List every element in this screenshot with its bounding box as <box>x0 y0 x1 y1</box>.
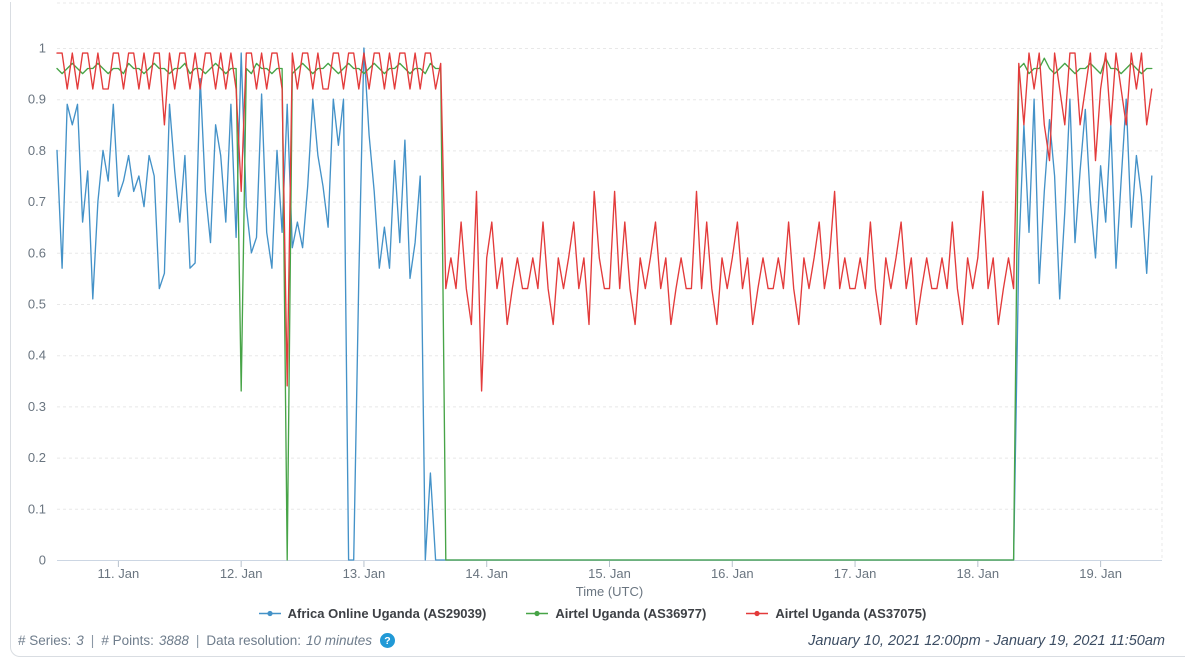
chart-legend: Africa Online Uganda (AS29039) Airtel Ug… <box>0 606 1185 621</box>
svg-text:12. Jan: 12. Jan <box>220 566 263 581</box>
svg-text:14. Jan: 14. Jan <box>465 566 508 581</box>
svg-text:18. Jan: 18. Jan <box>957 566 1000 581</box>
svg-text:16. Jan: 16. Jan <box>711 566 754 581</box>
resolution-label: Data resolution: <box>206 633 301 648</box>
svg-text:13. Jan: 13. Jan <box>343 566 386 581</box>
green-line-marker-icon <box>526 610 549 617</box>
separator: | <box>90 633 95 648</box>
resolution-value: 10 minutes <box>305 633 373 648</box>
date-range-label: January 10, 2021 12:00pm - January 19, 2… <box>808 633 1165 649</box>
svg-text:19. Jan: 19. Jan <box>1079 566 1122 581</box>
svg-text:0.5: 0.5 <box>28 297 46 312</box>
svg-text:0.9: 0.9 <box>28 92 46 107</box>
svg-text:0.8: 0.8 <box>28 143 46 158</box>
connectivity-timeseries-plot[interactable]: 11. Jan 12. Jan 13. Jan 14. Jan 15. Jan 16. J… <box>0 0 1185 600</box>
legend-item-as36977[interactable]: Airtel Uganda (AS36977) <box>526 606 706 621</box>
svg-text:0.6: 0.6 <box>28 245 46 260</box>
svg-text:11. Jan: 11. Jan <box>98 566 140 581</box>
red-line-marker-icon <box>746 610 769 617</box>
svg-text:0.4: 0.4 <box>28 348 46 363</box>
svg-text:Time (UTC): Time (UTC) <box>576 584 643 599</box>
legend-label: Airtel Uganda (AS36977) <box>555 606 707 621</box>
points-count-value: 3888 <box>158 633 189 648</box>
series-count-value: 3 <box>76 633 84 648</box>
series-count-label: # Series: <box>18 633 72 648</box>
blue-line-marker-icon <box>258 610 281 617</box>
svg-text:0.7: 0.7 <box>28 194 46 209</box>
legend-label: Africa Online Uganda (AS29039) <box>287 606 487 621</box>
legend-item-as29039[interactable]: Africa Online Uganda (AS29039) <box>258 606 487 621</box>
svg-text:0.3: 0.3 <box>28 399 46 414</box>
svg-text:15. Jan: 15. Jan <box>588 566 631 581</box>
points-count-label: # Points: <box>101 633 154 648</box>
svg-text:0.1: 0.1 <box>28 501 46 516</box>
chart-stats-bar: # Series: 3 | # Points: 3888 | Data resolution… <box>18 633 396 648</box>
legend-item-as37075[interactable]: Airtel Uganda (AS37075) <box>746 606 926 621</box>
svg-text:1: 1 <box>39 41 46 56</box>
svg-text:0.2: 0.2 <box>28 450 46 465</box>
svg-text:17. Jan: 17. Jan <box>834 566 877 581</box>
legend-label: Airtel Uganda (AS37075) <box>775 606 927 621</box>
separator: | <box>195 633 200 648</box>
svg-text:0: 0 <box>39 553 46 568</box>
help-icon[interactable]: ? <box>380 633 396 648</box>
